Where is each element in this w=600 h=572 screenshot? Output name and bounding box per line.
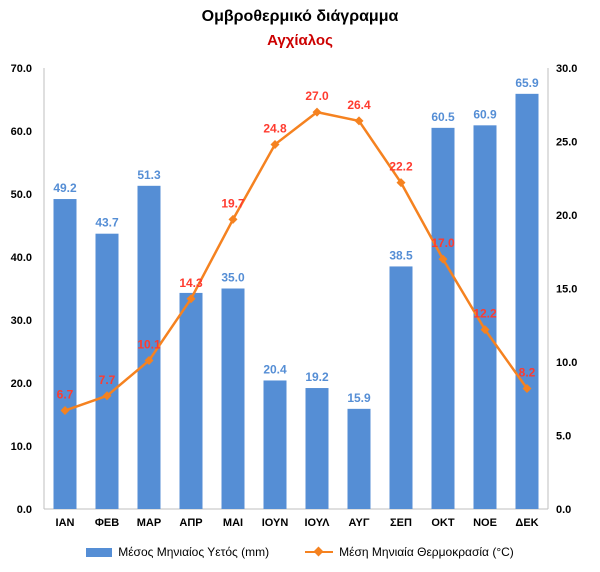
line-point (354, 116, 364, 126)
bar (431, 127, 455, 509)
line-data-label: 12.2 (473, 307, 497, 321)
x-tick-label: ΑΠΡ (179, 517, 202, 529)
y-left-tick-label: 0.0 (17, 504, 32, 516)
bar-data-label: 65.9 (515, 76, 539, 90)
legend-label-rainfall: Μέσος Μηνιαίος Υετός (mm) (118, 545, 270, 559)
bar (515, 93, 539, 509)
line-group (60, 107, 532, 416)
y-right-tick-label: 15.0 (556, 284, 577, 296)
bar-data-label: 60.5 (431, 110, 455, 124)
x-tick-label: ΙΑΝ (56, 517, 75, 529)
line-data-label: 27.0 (305, 89, 329, 103)
line-data-label: 10.1 (137, 338, 161, 352)
y-left-tick-label: 10.0 (11, 441, 32, 453)
bar (473, 125, 497, 509)
legend-label-temperature: Μέση Μηνιαία Θερμοκρασία (°C) (339, 545, 514, 559)
y-right-tick-label: 0.0 (556, 504, 571, 516)
line-point (312, 107, 322, 117)
line-point (228, 214, 238, 224)
line-point (480, 325, 490, 335)
bar-data-label: 35.0 (221, 271, 245, 285)
y-left-tick-label: 50.0 (11, 189, 32, 201)
legend: Μέσος Μηνιαίος Υετός (mm) Μέση Μηνιαία Θ… (0, 540, 600, 564)
line-data-label: 26.4 (347, 98, 371, 112)
bar (179, 292, 203, 509)
line-point (186, 294, 196, 304)
y-left-tick-label: 70.0 (11, 63, 32, 75)
bar-data-label: 20.4 (263, 362, 287, 376)
y-left-tick-label: 30.0 (11, 315, 32, 327)
line-data-label: 17.0 (431, 236, 455, 250)
x-tick-label: ΟΚΤ (431, 517, 455, 529)
y-left-tick-label: 40.0 (11, 252, 32, 264)
x-tick-label: ΜΑΡ (137, 517, 161, 529)
bar (137, 185, 161, 509)
line-point (102, 391, 112, 401)
y-left-tick-label: 20.0 (11, 378, 32, 390)
bar (221, 288, 245, 509)
bar-data-label: 43.7 (95, 216, 119, 230)
legend-swatch-temperature (305, 546, 334, 558)
legend-item-rainfall: Μέσος Μηνιαίος Υετός (mm) (86, 545, 269, 559)
bar (263, 380, 287, 509)
chart-subtitle: Αγχίαλος (267, 32, 333, 49)
line-data-label: 24.8 (263, 121, 287, 135)
line-point (270, 139, 280, 149)
legend-item-temperature: Μέση Μηνιαία Θερμοκρασία (°C) (305, 545, 514, 559)
x-tick-label: ΣΕΠ (390, 517, 412, 529)
y-right-tick-label: 30.0 (556, 63, 577, 75)
bar-data-label: 19.2 (305, 370, 329, 384)
x-tick-label: ΦΕΒ (95, 517, 119, 529)
line-data-label: 19.7 (221, 196, 245, 210)
x-tick-label: ΙΟΥΝ (262, 517, 289, 529)
bar (305, 388, 329, 509)
bar-data-label: 49.2 (53, 181, 77, 195)
y-right-tick-label: 25.0 (556, 137, 577, 149)
line-data-label: 8.2 (519, 365, 536, 379)
x-tick-label: ΑΥΓ (349, 517, 370, 529)
data-labels-group: 49.2 43.7 51.3 35.0 20.4 19.2 15.9 38.5 60.5 60.9… (53, 76, 539, 405)
x-tick-label: ΝΟΕ (473, 517, 497, 529)
bar (53, 199, 77, 510)
x-tick-label: ΔΕΚ (515, 517, 538, 529)
bar (347, 408, 371, 509)
chart-title: Ομβροθερμικό διάγραμμα (201, 8, 399, 25)
line-point (438, 254, 448, 264)
x-tick-label: ΜΑΙ (223, 517, 243, 529)
bar (95, 233, 119, 509)
x-tick-label: ΙΟΥΛ (305, 517, 331, 529)
line-point (522, 383, 532, 393)
bars-group (53, 93, 539, 510)
axes: 0.0 10.0 20.0 30.0 40.0 50.0 60.0 70.0 0.0 5.0 10.… (11, 63, 578, 529)
line-data-label: 14.3 (179, 276, 203, 290)
temperature-line (64, 110, 529, 412)
legend-marker (313, 546, 324, 557)
line-point (396, 178, 406, 188)
y-right-tick-label: 5.0 (556, 431, 571, 443)
bar-data-label: 38.5 (389, 248, 413, 262)
plot-area: 0.0 10.0 20.0 30.0 40.0 50.0 60.0 70.0 0.0 5.0 10.… (11, 63, 578, 529)
bar (389, 266, 413, 509)
bar-data-label: 15.9 (347, 391, 371, 405)
line-point (60, 406, 70, 416)
y-right-tick-label: 10.0 (556, 357, 577, 369)
y-left-tick-label: 60.0 (11, 126, 32, 138)
legend-swatch-rainfall (86, 547, 113, 557)
y-right-tick-label: 20.0 (556, 210, 577, 222)
line-data-label: 22.2 (389, 160, 413, 174)
bar-data-label: 51.3 (137, 168, 161, 182)
line-data-label: 7.7 (99, 373, 116, 387)
line-point (144, 356, 154, 366)
bar-data-label: 60.9 (473, 107, 497, 121)
line-data-label: 6.7 (57, 388, 74, 402)
